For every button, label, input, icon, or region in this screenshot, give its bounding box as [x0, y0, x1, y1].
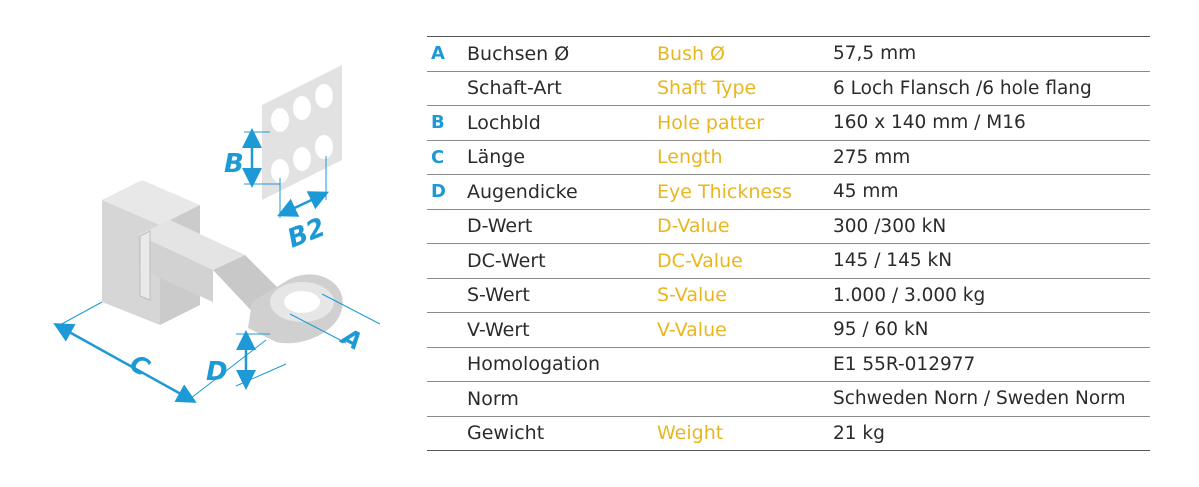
coupling-eye [248, 274, 343, 344]
row-label-de: Augendicke [467, 174, 657, 209]
table-row: A Buchsen Ø Bush Ø 57,5 mm [427, 37, 1150, 72]
row-value: 160 x 140 mm / M16 [833, 105, 1150, 140]
row-value: Schweden Norn / Sweden Norm [833, 381, 1150, 416]
row-label-en [657, 381, 833, 416]
row-value: 300 /300 kN [833, 208, 1150, 244]
row-label-de: V-Wert [467, 312, 657, 347]
row-label-en: S-Value [657, 277, 833, 313]
table-row: C Länge Length 275 mm [427, 139, 1150, 175]
row-value: 275 mm [833, 139, 1150, 175]
row-letter [427, 346, 467, 382]
table-row: V-Wert V-Value 95 / 60 kN [427, 312, 1150, 347]
row-label-en: D-Value [657, 208, 833, 244]
row-letter: C [427, 139, 467, 175]
row-label-de: Lochbld [467, 105, 657, 140]
row-letter: D [427, 174, 467, 209]
row-value: 1.000 / 3.000 kg [833, 277, 1150, 313]
row-label-en: Length [657, 139, 833, 175]
table-row: S-Wert S-Value 1.000 / 3.000 kg [427, 277, 1150, 313]
table-row: B Lochbld Hole patter 160 x 140 mm / M16 [427, 105, 1150, 140]
table-row: Gewicht Weight 21 kg [427, 415, 1150, 451]
flange-plate [262, 65, 342, 200]
row-letter [427, 415, 467, 451]
row-label-de: Länge [467, 139, 657, 175]
dimension-b-label: B [224, 149, 244, 179]
row-value: 95 / 60 kN [833, 312, 1150, 347]
row-label-de: DC-Wert [467, 243, 657, 278]
row-label-en: DC-Value [657, 243, 833, 278]
table-row: D-Wert D-Value 300 /300 kN [427, 208, 1150, 244]
row-label-de: Norm [467, 381, 657, 416]
row-value: 6 Loch Flansch /6 hole flang [833, 70, 1150, 106]
row-label-de: Buchsen Ø [467, 42, 570, 65]
row-label-en: Weight [657, 415, 833, 451]
dimension-d-label: D [206, 357, 228, 387]
row-letter [427, 381, 467, 416]
row-value: E1 55R-012977 [833, 346, 1150, 382]
row-value: 57,5 mm [833, 43, 917, 65]
row-letter: A [431, 43, 445, 65]
row-letter [427, 277, 467, 313]
row-label-en: Bush Ø [657, 42, 726, 65]
table-row: D Augendicke Eye Thickness 45 mm [427, 174, 1150, 209]
row-label-de: D-Wert [467, 208, 657, 244]
row-letter [427, 243, 467, 278]
table-row: Homologation E1 55R-012977 [427, 346, 1150, 382]
row-letter [427, 208, 467, 244]
table-row: Norm Schweden Norn / Sweden Norm [427, 381, 1150, 416]
dimension-a-label: A [335, 322, 366, 356]
row-label-de: Gewicht [467, 415, 657, 451]
coupling-drawing: B B2 A [53, 65, 381, 403]
row-value: 21 kg [833, 415, 1150, 451]
row-letter: B [427, 105, 467, 140]
row-label-de: S-Wert [467, 277, 657, 313]
dimension-b2-label: B2 [283, 212, 329, 254]
table-row: Schaft-Art Shaft Type 6 Loch Flansch /6 … [427, 70, 1150, 106]
row-label-de: Schaft-Art [467, 70, 657, 106]
row-value: 45 mm [833, 174, 1150, 209]
row-label-en: Hole patter [657, 105, 833, 140]
row-label-en: Shaft Type [657, 70, 833, 106]
row-letter [427, 70, 467, 106]
row-label-en [657, 346, 833, 382]
spec-table-body: A Buchsen Ø Bush Ø 57,5 mm Schaft-Art Sh… [427, 37, 1150, 451]
table-row: DC-Wert DC-Value 145 / 145 kN [427, 243, 1150, 278]
dimension-b: B [224, 128, 280, 188]
row-label-de: Homologation [467, 346, 657, 382]
row-value: 145 / 145 kN [833, 243, 1150, 278]
spec-table: A Buchsen Ø Bush Ø 57,5 mm Schaft-Art Sh… [427, 36, 1150, 451]
row-letter [427, 312, 467, 347]
coupling-diagram: B B2 A [30, 50, 410, 430]
row-label-en: V-Value [657, 312, 833, 347]
dimension-d: D [206, 330, 287, 390]
row-label-en: Eye Thickness [657, 174, 833, 209]
